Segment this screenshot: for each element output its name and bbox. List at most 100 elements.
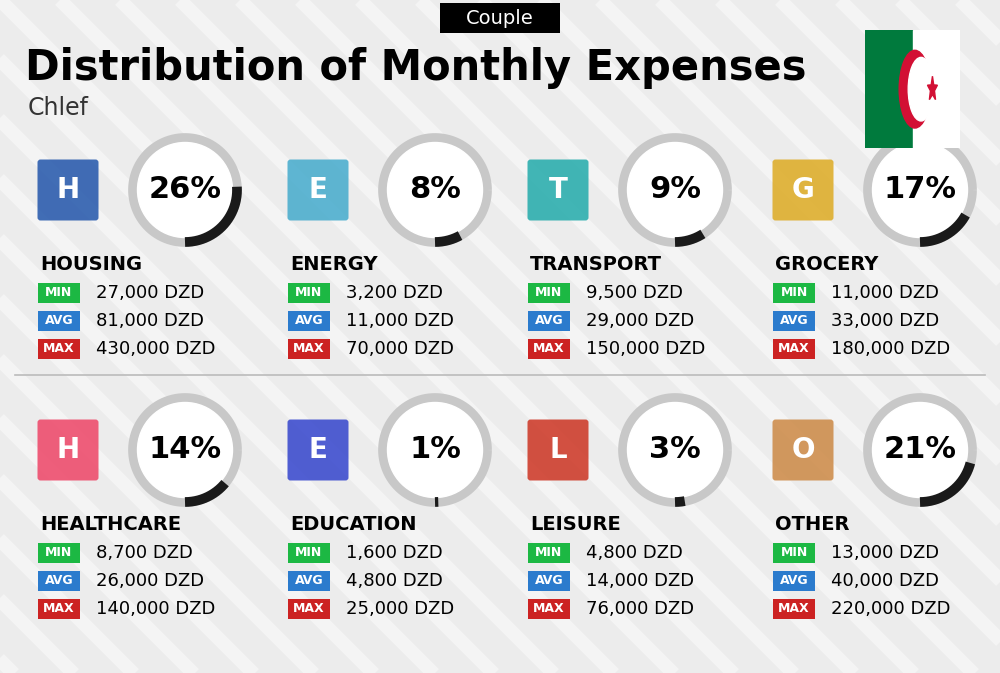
Polygon shape [927, 76, 937, 100]
Text: TRANSPORT: TRANSPORT [530, 256, 662, 275]
FancyBboxPatch shape [528, 283, 570, 303]
Text: HOUSING: HOUSING [40, 256, 142, 275]
Text: 40,000 DZD: 40,000 DZD [831, 572, 939, 590]
Text: 33,000 DZD: 33,000 DZD [831, 312, 939, 330]
Text: LEISURE: LEISURE [530, 516, 621, 534]
Text: E: E [309, 436, 327, 464]
Text: 9,500 DZD: 9,500 DZD [586, 284, 683, 302]
Text: 3,200 DZD: 3,200 DZD [346, 284, 443, 302]
Text: 81,000 DZD: 81,000 DZD [96, 312, 204, 330]
Circle shape [138, 402, 232, 497]
Text: 9%: 9% [649, 176, 701, 205]
FancyBboxPatch shape [772, 160, 834, 221]
Text: 8%: 8% [409, 176, 461, 205]
FancyBboxPatch shape [38, 311, 80, 331]
FancyBboxPatch shape [38, 283, 80, 303]
Text: G: G [792, 176, 814, 204]
Text: EDUCATION: EDUCATION [290, 516, 416, 534]
Circle shape [908, 57, 934, 121]
FancyBboxPatch shape [773, 339, 815, 359]
FancyBboxPatch shape [38, 160, 98, 221]
FancyBboxPatch shape [773, 571, 815, 591]
Text: MAX: MAX [533, 343, 565, 355]
Text: AVG: AVG [295, 314, 323, 328]
Text: L: L [549, 436, 567, 464]
FancyBboxPatch shape [528, 599, 570, 619]
FancyBboxPatch shape [772, 419, 834, 481]
Text: 3%: 3% [649, 435, 701, 464]
Text: MAX: MAX [43, 602, 75, 616]
Text: MAX: MAX [533, 602, 565, 616]
Text: OTHER: OTHER [775, 516, 850, 534]
Text: Couple: Couple [466, 9, 534, 28]
FancyBboxPatch shape [38, 339, 80, 359]
FancyBboxPatch shape [38, 419, 98, 481]
Text: 180,000 DZD: 180,000 DZD [831, 340, 950, 358]
Circle shape [628, 402, 722, 497]
Text: MIN: MIN [535, 546, 563, 559]
FancyBboxPatch shape [288, 311, 330, 331]
Text: AVG: AVG [45, 575, 73, 588]
Text: 21%: 21% [884, 435, 956, 464]
Text: MAX: MAX [778, 343, 810, 355]
FancyBboxPatch shape [38, 543, 80, 563]
FancyBboxPatch shape [38, 571, 80, 591]
Text: HEALTHCARE: HEALTHCARE [40, 516, 181, 534]
Text: 25,000 DZD: 25,000 DZD [346, 600, 454, 618]
Text: AVG: AVG [780, 575, 808, 588]
Text: MIN: MIN [780, 546, 808, 559]
Text: MIN: MIN [295, 546, 323, 559]
FancyBboxPatch shape [440, 3, 560, 33]
Text: 70,000 DZD: 70,000 DZD [346, 340, 454, 358]
Text: Chlef: Chlef [28, 96, 89, 120]
Circle shape [388, 143, 482, 238]
Circle shape [628, 143, 722, 238]
FancyBboxPatch shape [288, 419, 349, 481]
Text: H: H [56, 176, 80, 204]
FancyBboxPatch shape [528, 160, 588, 221]
Text: MAX: MAX [43, 343, 75, 355]
Text: O: O [791, 436, 815, 464]
Text: AVG: AVG [535, 314, 563, 328]
Circle shape [872, 143, 968, 238]
Circle shape [138, 143, 232, 238]
FancyBboxPatch shape [773, 283, 815, 303]
Text: 1,600 DZD: 1,600 DZD [346, 544, 443, 562]
Text: 26,000 DZD: 26,000 DZD [96, 572, 204, 590]
FancyBboxPatch shape [773, 311, 815, 331]
FancyBboxPatch shape [288, 339, 330, 359]
Text: 76,000 DZD: 76,000 DZD [586, 600, 694, 618]
Text: MIN: MIN [45, 546, 73, 559]
Bar [912, 30, 960, 148]
Circle shape [872, 402, 968, 497]
FancyBboxPatch shape [288, 160, 349, 221]
FancyBboxPatch shape [288, 571, 330, 591]
Text: 1%: 1% [409, 435, 461, 464]
FancyBboxPatch shape [528, 571, 570, 591]
FancyBboxPatch shape [528, 339, 570, 359]
Text: AVG: AVG [780, 314, 808, 328]
Circle shape [899, 50, 931, 128]
Text: MAX: MAX [293, 602, 325, 616]
FancyBboxPatch shape [528, 543, 570, 563]
Text: 13,000 DZD: 13,000 DZD [831, 544, 939, 562]
Text: 11,000 DZD: 11,000 DZD [346, 312, 454, 330]
Text: 14%: 14% [148, 435, 222, 464]
Text: 14,000 DZD: 14,000 DZD [586, 572, 694, 590]
Text: AVG: AVG [45, 314, 73, 328]
Text: MAX: MAX [293, 343, 325, 355]
FancyBboxPatch shape [773, 599, 815, 619]
FancyBboxPatch shape [773, 543, 815, 563]
Text: MIN: MIN [535, 287, 563, 299]
Text: 220,000 DZD: 220,000 DZD [831, 600, 950, 618]
FancyBboxPatch shape [288, 543, 330, 563]
FancyBboxPatch shape [528, 419, 588, 481]
FancyBboxPatch shape [288, 283, 330, 303]
Text: MIN: MIN [780, 287, 808, 299]
Text: GROCERY: GROCERY [775, 256, 878, 275]
Text: E: E [309, 176, 327, 204]
Bar [865, 30, 912, 148]
Text: 140,000 DZD: 140,000 DZD [96, 600, 215, 618]
Circle shape [388, 402, 482, 497]
Text: 27,000 DZD: 27,000 DZD [96, 284, 204, 302]
